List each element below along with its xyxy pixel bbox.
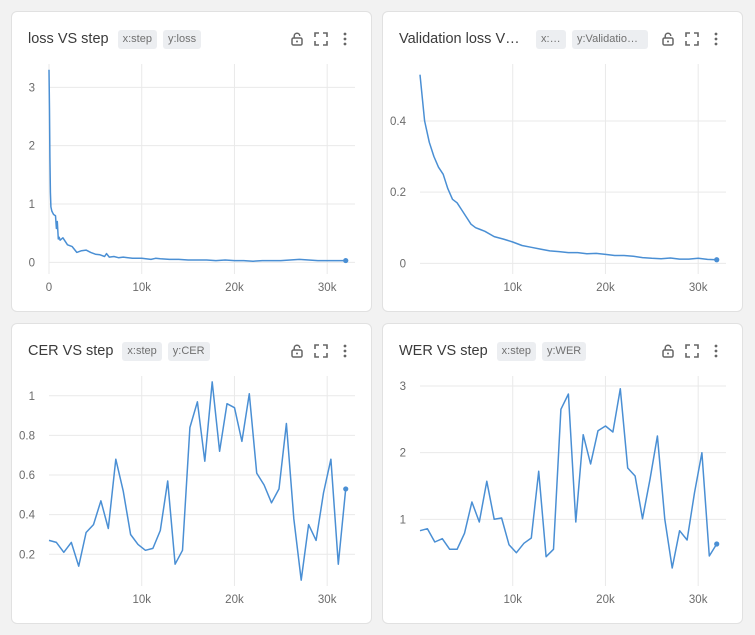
x-tick-label: 10k (132, 594, 151, 606)
x-tick-label: 30k (689, 594, 708, 606)
chart-svg: 0 0.2 0.4 10k 20k 30k (390, 64, 726, 294)
panel-title: Validation loss VS step (399, 31, 527, 47)
panel-header: WER VS step x:step y:WER (399, 340, 732, 362)
more-vertical-icon[interactable] (708, 31, 724, 47)
x-tick-label: 30k (318, 282, 337, 294)
panel-actions (660, 340, 724, 362)
panel-title: WER VS step (399, 343, 488, 359)
series-line (48, 381, 347, 581)
last-point-marker (714, 257, 720, 263)
lock-icon[interactable] (289, 343, 305, 359)
lock-icon[interactable] (660, 343, 676, 359)
chart-svg: 1 2 3 10k 20k 30k (400, 376, 726, 606)
x-tick-label: 30k (689, 282, 708, 294)
y-tick-label: 2 (29, 141, 35, 153)
expand-icon[interactable] (313, 343, 329, 359)
panel-title: CER VS step (28, 343, 114, 359)
chart-panel-wer: 1 2 3 10k 20k 30k WER VS step x:step y:WER (382, 323, 743, 624)
panel-actions (289, 28, 353, 50)
expand-icon[interactable] (313, 31, 329, 47)
y-tick-label: 3 (29, 82, 35, 94)
series-line (419, 387, 718, 569)
panel-header: loss VS step x:step y:loss (28, 28, 361, 50)
x-tick-label: 30k (318, 594, 337, 606)
panel-actions (289, 340, 353, 362)
chart-panel-cer: 0.2 0.4 0.6 0.8 1 10k 20k 30k CER VS step x:ste… (11, 323, 372, 624)
y-tick-label: 1 (29, 391, 35, 403)
more-vertical-icon[interactable] (337, 31, 353, 47)
y-tick-label: 0 (29, 257, 35, 269)
x-tick-label: 10k (132, 282, 151, 294)
panel-header: Validation loss VS step x:step y:Validat… (399, 28, 732, 50)
panel-title: loss VS step (28, 31, 109, 47)
y-tick-label: 0.2 (19, 549, 35, 561)
x-tick-label: 20k (596, 282, 615, 294)
chart-panel-validation-loss: 0 0.2 0.4 10k 20k 30k Validation loss VS step… (382, 11, 743, 312)
y-tick-label: 2 (400, 448, 406, 460)
x-tick-label: 20k (225, 282, 244, 294)
panel-actions (660, 28, 724, 50)
panel-header: CER VS step x:step y:CER (28, 340, 361, 362)
y-tick-label: 0.8 (19, 430, 35, 442)
x-tick-label: 10k (503, 282, 522, 294)
x-axis-chip[interactable]: x:step (536, 29, 566, 49)
y-axis-chip[interactable]: y:Validation loss (572, 29, 648, 49)
expand-icon[interactable] (684, 31, 700, 47)
expand-icon[interactable] (684, 343, 700, 359)
more-vertical-icon[interactable] (337, 343, 353, 359)
y-tick-label: 0 (400, 258, 406, 270)
chart-panel-loss: 0 1 2 3 0 10k 20k 30k loss VS step x:step y:los… (11, 11, 372, 312)
series-line (419, 74, 717, 261)
last-point-marker (343, 257, 349, 264)
y-tick-label: 0.6 (19, 470, 35, 482)
x-axis-chip[interactable]: x:step (122, 341, 162, 361)
y-tick-label: 0.4 (390, 116, 407, 128)
x-tick-label: 20k (225, 594, 244, 606)
x-tick-label: 0 (46, 282, 52, 294)
x-tick-label: 20k (596, 594, 615, 606)
y-axis-chip[interactable]: y:loss (162, 29, 202, 49)
more-vertical-icon[interactable] (708, 343, 724, 359)
x-tick-label: 10k (503, 594, 522, 606)
y-axis-chip[interactable]: y:CER (167, 341, 210, 361)
lock-icon[interactable] (660, 31, 676, 47)
series-line (48, 69, 346, 262)
y-tick-label: 0.2 (390, 187, 406, 199)
chart-svg: 0 1 2 3 0 10k 20k 30k (29, 64, 355, 294)
y-tick-label: 1 (29, 199, 35, 211)
x-axis-chip[interactable]: x:step (496, 341, 536, 361)
y-tick-label: 3 (400, 381, 406, 393)
last-point-marker (714, 541, 720, 547)
x-axis-chip[interactable]: x:step (117, 29, 157, 49)
last-point-marker (343, 486, 349, 492)
y-tick-label: 0.4 (19, 510, 36, 522)
y-axis-chip[interactable]: y:WER (542, 341, 587, 361)
chart-svg: 0.2 0.4 0.6 0.8 1 10k 20k 30k (19, 376, 355, 606)
lock-icon[interactable] (289, 31, 305, 47)
y-tick-label: 1 (400, 514, 406, 526)
